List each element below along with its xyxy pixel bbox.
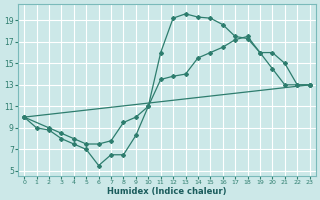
X-axis label: Humidex (Indice chaleur): Humidex (Indice chaleur): [107, 187, 227, 196]
